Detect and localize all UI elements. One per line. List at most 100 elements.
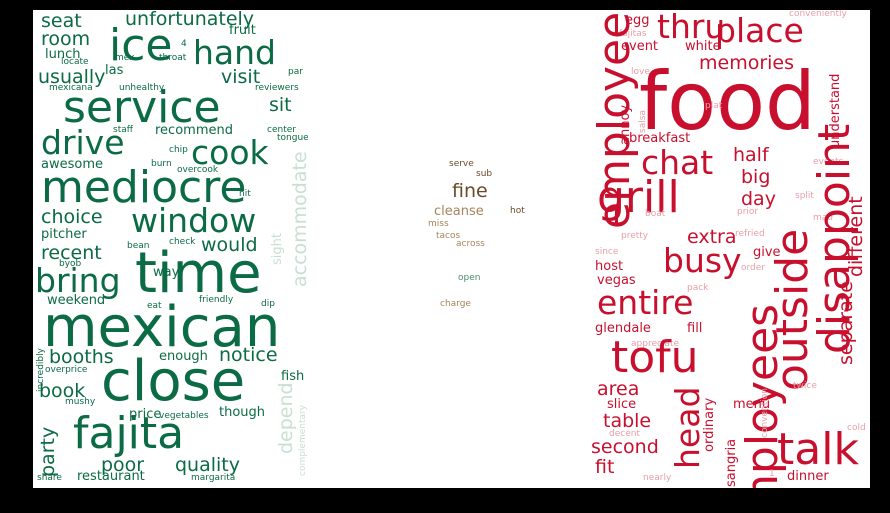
positive-word: 4: [181, 39, 187, 49]
negative-word: nearly: [643, 473, 672, 483]
positive-word: bean: [127, 241, 150, 251]
positive-word: would: [201, 234, 258, 256]
positive-word: friendly: [199, 295, 234, 305]
positive-word: margarita: [191, 473, 236, 483]
neutral-word: hot: [510, 206, 525, 216]
negative-word: fajitas: [619, 29, 647, 39]
positive-word: fish: [281, 369, 305, 384]
negative-word: pretty: [621, 231, 649, 241]
negative-word: head: [668, 386, 707, 470]
positive-word: burn: [151, 159, 172, 169]
negative-word: cold: [847, 423, 866, 433]
positive-word: unhealthy: [119, 83, 165, 93]
positive-word: time: [135, 241, 262, 306]
negative-word: table: [603, 410, 652, 432]
positive-word: visit: [221, 66, 261, 88]
positive-word: accommodate: [289, 151, 309, 288]
negative-word: salsa: [638, 110, 648, 133]
negative-word: memories: [699, 52, 795, 74]
negative-word: separate: [835, 281, 857, 366]
positive-word: hand: [193, 33, 276, 72]
positive-word: depend: [275, 382, 297, 455]
positive-word: staff: [113, 125, 133, 135]
positive-word: usually: [38, 66, 106, 88]
positive-word: enough: [159, 349, 208, 364]
negative-word: love: [631, 67, 650, 77]
neutral-word: across: [456, 239, 485, 249]
negative-word: appreciate: [631, 339, 680, 349]
negative-word: slice: [607, 397, 637, 412]
positive-word: close: [101, 349, 246, 414]
positive-word: cook: [191, 133, 269, 172]
negative-word: breakfast: [629, 131, 691, 146]
negative-word: extra: [687, 226, 737, 248]
positive-word: complementary: [298, 405, 308, 477]
positive-word: notice: [219, 344, 278, 366]
positive-word: poor: [101, 454, 145, 476]
neutral-word: cleanse: [434, 204, 484, 219]
positive-word: check: [169, 237, 196, 247]
neutral-word: fine: [452, 180, 488, 202]
negative-word: entire: [597, 283, 694, 322]
negative-word: sangria: [724, 438, 739, 487]
positive-word: unfortunately: [125, 10, 255, 30]
negative-word: boat: [645, 209, 666, 219]
negative-word: since: [595, 247, 619, 257]
neutral-word: tacos: [436, 231, 461, 241]
negative-word: tofu: [611, 332, 699, 383]
neutral-word: serve: [449, 159, 474, 169]
negative-word: chat: [641, 143, 714, 182]
positive-word: sight: [270, 233, 285, 265]
negative-word: glendale: [595, 321, 651, 336]
positive-word: choice: [41, 206, 103, 228]
positive-word: center: [267, 125, 296, 135]
negative-word: give: [753, 245, 781, 260]
positive-word: mex: [115, 53, 135, 63]
negative-word: event: [621, 39, 659, 54]
negative-word: half: [733, 144, 769, 166]
negative-word: busy: [663, 241, 742, 280]
negative-word-cloud: egg thru place conveniently fajitas event whit…: [591, 10, 870, 488]
positive-word: recommend: [155, 123, 233, 138]
neutral-word: sub: [476, 169, 493, 179]
positive-word: pitcher: [41, 227, 87, 242]
positive-word: booths: [49, 346, 114, 368]
negative-word: conveniently: [789, 10, 847, 19]
positive-word: vegetables: [159, 411, 209, 421]
negative-word: twice: [793, 381, 817, 391]
negative-word: different: [845, 195, 867, 277]
negative-word: vegas: [597, 273, 636, 288]
negative-word: white: [685, 39, 721, 54]
negative-word: pack: [687, 283, 709, 293]
positive-word: fruit: [229, 23, 256, 38]
neutral-word: charge: [440, 299, 471, 309]
positive-word: book: [39, 380, 86, 402]
positive-word: recent: [41, 242, 102, 264]
positive-word: room: [41, 28, 91, 50]
negative-word: convention: [760, 388, 770, 438]
positive-word: party: [37, 426, 59, 477]
positive-word: seat: [41, 10, 82, 32]
positive-word: overprice: [45, 365, 88, 375]
positive-word: bring: [35, 261, 121, 300]
positive-word: ice: [109, 20, 173, 71]
negative-word: ordinary: [702, 398, 717, 453]
positive-word: par: [288, 67, 303, 77]
positive-word: eat: [147, 301, 162, 311]
positive-word: lunch: [45, 47, 81, 62]
negative-word: 1: [769, 469, 775, 479]
negative-word: mad: [813, 213, 833, 223]
positive-word: share: [37, 473, 62, 483]
negative-word: grill: [597, 172, 680, 223]
positive-word: though: [219, 405, 266, 420]
positive-word: restaurant: [77, 469, 145, 484]
negative-word: second: [591, 436, 659, 458]
negative-word: area: [597, 378, 640, 400]
positive-word: overcook: [177, 165, 219, 175]
positive-word: fajita: [73, 408, 185, 459]
positive-word: chip: [169, 145, 188, 155]
positive-word: mushy: [65, 397, 96, 407]
negative-word: refried: [735, 229, 765, 239]
positive-word: throat: [159, 53, 187, 63]
positive-word: reviewers: [255, 83, 299, 93]
